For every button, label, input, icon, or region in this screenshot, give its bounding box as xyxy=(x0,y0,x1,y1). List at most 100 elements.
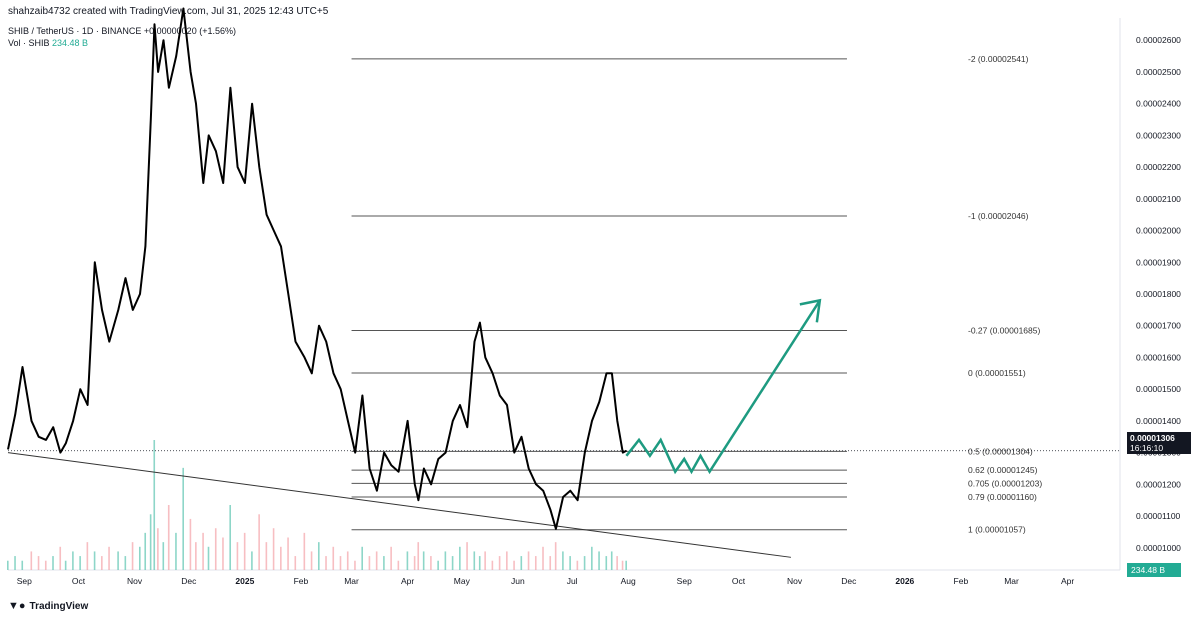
y-tick-label: 0.00001400 xyxy=(1136,416,1181,426)
volume-bar xyxy=(598,551,600,570)
volume-bar xyxy=(175,532,177,570)
volume-info: Vol · SHIB 234.48 B xyxy=(8,38,88,48)
y-tick-label: 0.00001900 xyxy=(1136,257,1181,267)
volume-bar xyxy=(251,551,253,570)
volume-bar xyxy=(138,546,141,570)
volume-bar xyxy=(272,528,275,570)
volume-bar xyxy=(229,505,231,570)
volume-bar xyxy=(513,560,515,570)
fib-level-label: -0.27 (0.00001685) xyxy=(968,325,1040,335)
volume-bar xyxy=(182,467,184,570)
fib-level-label: 0.62 (0.00001245) xyxy=(968,465,1038,475)
volume-bar xyxy=(534,556,537,570)
volume-bar xyxy=(310,551,313,570)
volume-bar xyxy=(258,514,260,570)
y-tick-label: 0.00001600 xyxy=(1136,352,1181,362)
fib-level-label: 0.5 (0.00001304) xyxy=(968,446,1033,456)
x-tick-label: Jul xyxy=(567,576,578,586)
volume-bar xyxy=(86,542,89,570)
projection-path xyxy=(625,299,821,475)
volume-bar xyxy=(59,546,62,570)
volume-bar xyxy=(437,560,439,570)
y-tick-label: 0.00002500 xyxy=(1136,67,1181,77)
volume-bar xyxy=(207,546,210,570)
x-tick-label: Apr xyxy=(1061,576,1074,586)
volume-bar xyxy=(375,551,378,570)
volume-bar xyxy=(157,528,159,570)
x-tick-label: Oct xyxy=(732,576,746,586)
volume-bar xyxy=(14,556,16,570)
volume-bar xyxy=(162,542,165,570)
tradingview-logo[interactable]: ▼● TradingView xyxy=(8,600,88,612)
fib-level-label: 0.79 (0.00001160) xyxy=(968,492,1037,502)
volume-bar xyxy=(30,551,33,570)
symbol-name[interactable]: SHIB / TetherUS · 1D · BINANCE xyxy=(8,26,142,36)
volume-bar xyxy=(591,546,593,570)
volume-bar xyxy=(153,440,156,570)
volume-bar xyxy=(390,546,392,570)
tradingview-logo-text: TradingView xyxy=(29,600,89,612)
volume-bar xyxy=(149,514,152,570)
volume-bar xyxy=(44,560,47,570)
x-tick-label: Feb xyxy=(954,576,969,586)
x-tick-label: Sep xyxy=(17,576,32,586)
volume-bar xyxy=(562,551,564,570)
volume-value: 234.48 B xyxy=(52,38,89,48)
volume-bar xyxy=(498,556,501,570)
y-tick-label: 0.00001100 xyxy=(1136,511,1181,521)
volume-bar xyxy=(332,546,335,570)
y-tick-label: 0.00001200 xyxy=(1136,479,1181,489)
volume-bar xyxy=(383,556,385,570)
x-tick-label: Jun xyxy=(511,576,525,586)
volume-bar xyxy=(444,551,447,570)
volume-bar xyxy=(484,551,486,570)
last-volume-tag: 234.48 B xyxy=(1127,563,1181,577)
volume-bar xyxy=(7,560,9,570)
y-tick-label: 0.00002100 xyxy=(1136,194,1181,204)
symbol-info: SHIB / TetherUS · 1D · BINANCE +0.000000… xyxy=(8,26,236,36)
trend-line xyxy=(7,452,791,558)
y-tick-label: 0.00001800 xyxy=(1136,289,1181,299)
volume-bar xyxy=(605,556,608,570)
y-tick-label: 0.00002400 xyxy=(1136,99,1181,109)
volume-bar xyxy=(406,551,409,570)
volume-bar xyxy=(346,551,349,570)
x-tick-label: Feb xyxy=(294,576,309,586)
volume-bar xyxy=(167,505,170,570)
volume-bar xyxy=(616,556,618,570)
volume-bar xyxy=(506,551,508,570)
volume-bar xyxy=(131,542,134,570)
volume-bar xyxy=(317,542,320,570)
volume-label[interactable]: Vol · SHIB xyxy=(8,38,50,48)
tradingview-logo-icon: ▼● xyxy=(8,600,26,612)
fib-level-label: -2 (0.00002541) xyxy=(968,54,1029,64)
volume-bar xyxy=(554,542,557,570)
volume-bar xyxy=(325,556,327,570)
x-tick-label: Nov xyxy=(787,576,803,586)
volume-bar xyxy=(303,532,306,570)
volume-bar xyxy=(280,546,282,570)
volume-bar xyxy=(361,546,363,570)
volume-bar xyxy=(520,556,523,570)
volume-bar xyxy=(473,551,476,570)
volume-bar xyxy=(542,546,544,570)
x-tick-label: Nov xyxy=(127,576,143,586)
volume-bar xyxy=(583,556,586,570)
x-tick-label: May xyxy=(454,576,471,586)
y-tick-label: 0.00002300 xyxy=(1136,130,1181,140)
volume-bar xyxy=(397,560,400,570)
volume-bar xyxy=(610,551,613,570)
fib-level-label: 1 (0.00001057) xyxy=(968,525,1026,535)
volume-bar xyxy=(222,537,224,570)
volume-bar xyxy=(491,560,494,570)
x-tick-label: 2025 xyxy=(235,576,254,586)
last-price-tag: 0.00001306 16:16:10 xyxy=(1127,432,1191,454)
volume-bar xyxy=(287,537,289,570)
chart-header: shahzaib4732 created with TradingView.co… xyxy=(8,6,329,17)
x-tick-label: Dec xyxy=(841,576,857,586)
volume-bar xyxy=(124,556,127,570)
volume-bar xyxy=(117,551,119,570)
volume-bar xyxy=(243,532,246,570)
fib-level-label: 0.705 (0.00001203) xyxy=(968,478,1042,488)
